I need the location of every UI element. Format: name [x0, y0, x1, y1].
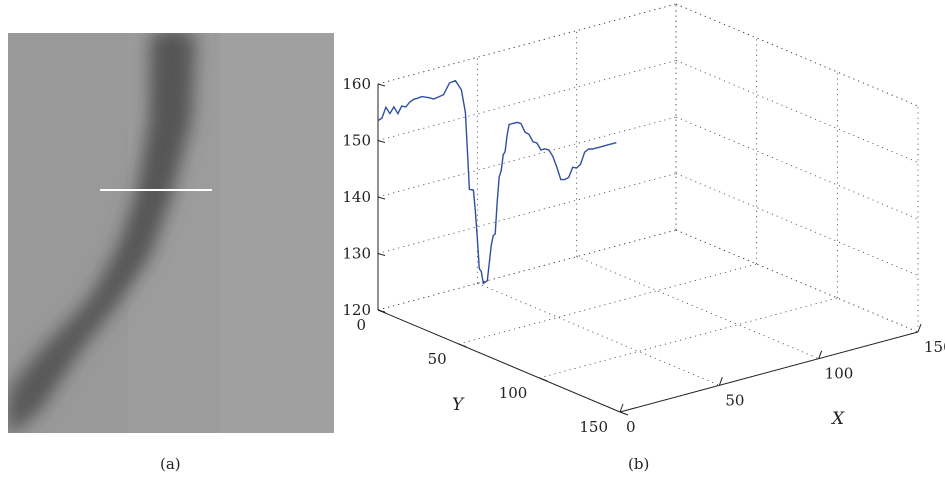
z-tick	[377, 83, 386, 87]
grid-line	[377, 229, 677, 311]
x-axis	[619, 331, 919, 413]
z-tick	[377, 140, 386, 143]
box-edge	[675, 3, 919, 107]
panel-a-label: (a)	[160, 455, 181, 473]
x-tick	[917, 323, 922, 333]
panel-b-label: (b)	[628, 455, 650, 473]
z-tick-label: 160	[342, 75, 371, 93]
z-tick-label: 130	[342, 245, 371, 263]
y-tick	[377, 309, 387, 314]
grid-line	[675, 60, 919, 163]
grid-line	[377, 116, 677, 198]
y-tick	[619, 411, 629, 416]
box-edge	[377, 3, 677, 85]
x-tick	[818, 350, 823, 359]
grid-line	[377, 60, 677, 141]
z-tick-label: 150	[342, 132, 371, 150]
ultrasound-image	[8, 33, 334, 433]
x-axis-label: X	[830, 409, 845, 429]
grid-line	[576, 256, 819, 360]
grid-line	[675, 116, 919, 220]
y-tick-label: 100	[499, 384, 528, 402]
x-tick-label: 50	[725, 391, 744, 409]
x-tick	[619, 403, 624, 413]
x-tick-label: 150	[924, 338, 945, 356]
vessel-shadow	[8, 33, 196, 433]
grid-line	[675, 229, 919, 333]
z-tick	[377, 196, 386, 200]
y-axis-label: Y	[452, 395, 465, 415]
x-tick-label: 100	[825, 365, 854, 383]
tick-labels: 120 130 140 150 160 0 50 100 150 0 50 100 150	[342, 75, 945, 436]
grid-line	[377, 173, 677, 254]
grid-line	[675, 3, 919, 107]
profile-line	[377, 79, 617, 285]
grid-line	[477, 282, 720, 386]
x-tick-label: 0	[626, 418, 636, 436]
x-tick	[718, 377, 723, 386]
y-axis	[377, 309, 621, 413]
z-tick-label: 120	[342, 301, 371, 319]
y-tick-label: 0	[356, 316, 366, 334]
grid-line	[675, 173, 919, 276]
grid	[377, 3, 919, 413]
z-tick-label: 140	[342, 188, 371, 206]
z-tick	[377, 253, 386, 256]
grid-line	[675, 229, 919, 333]
grid-line	[458, 263, 757, 345]
axes	[377, 83, 922, 416]
y-tick	[539, 377, 548, 382]
y-tick	[458, 343, 467, 348]
surface-profile-plot: 120 130 140 150 160 0 50 100 150 0 50 100 150 X Y	[342, 3, 945, 436]
y-tick-label: 150	[579, 418, 608, 436]
y-tick-label: 50	[428, 350, 447, 368]
